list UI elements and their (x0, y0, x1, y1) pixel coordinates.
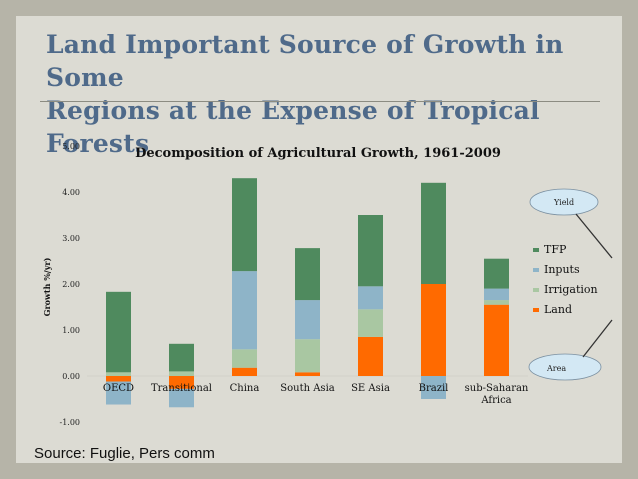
legend-swatch-tfp (533, 248, 539, 252)
bar-inputs-3 (295, 300, 320, 340)
y-tick-label: 0.00 (62, 372, 80, 381)
y-axis-label: Growth %/yr) (42, 257, 52, 316)
area-callout-label: Area (546, 364, 566, 373)
slide-title-line-2: Regions at the Expense of Tropical Fores… (46, 96, 540, 158)
bars (87, 178, 528, 408)
legend-label-inputs: Inputs (544, 263, 580, 276)
legend-swatch-irrigation (533, 288, 539, 292)
yield-callout-label: Yield (553, 198, 574, 207)
bar-inputs-4 (358, 286, 383, 310)
category-label: China (230, 383, 260, 394)
yield-callout-bubble (529, 188, 599, 216)
bar-irrigation-2 (232, 349, 257, 368)
category-label: OECD (103, 383, 134, 394)
category-label: South Asia (280, 383, 335, 394)
legend-swatch-inputs (533, 268, 539, 272)
legend-label-tfp: TFP (544, 243, 567, 256)
category-label: Africa (480, 395, 511, 406)
category-label: Brazil (419, 383, 449, 394)
bar-tfp-0 (106, 291, 131, 373)
chart-title: Decomposition of Agricultural Growth, 19… (135, 146, 501, 161)
bar-tfp-5 (421, 182, 446, 284)
category-label: Transitional (151, 383, 212, 394)
bar-tfp-1 (169, 343, 194, 372)
bar-irrigation-6 (484, 300, 509, 305)
legend: TFP Inputs Irrigation Land (533, 243, 598, 316)
y-tick-label: 1.00 (62, 326, 80, 335)
yield-callout: Yield (529, 188, 613, 259)
bar-inputs-6 (484, 288, 509, 301)
bar-tfp-2 (232, 178, 257, 272)
category-labels: OECD Transitional China South Asia SE Asia Br… (103, 383, 529, 406)
legend-swatch-land (533, 308, 539, 312)
source-note: Source: Fuglie, Pers comm (34, 445, 215, 462)
bar-land-1 (169, 376, 194, 389)
y-ticks: 5.00 4.00 3.00 2.00 1.00 0.00 -1.00 (59, 142, 80, 427)
bar-land-0 (106, 376, 131, 382)
bar-land-3 (295, 372, 320, 376)
bar-tfp-3 (295, 248, 320, 301)
area-callout-pointer (582, 319, 613, 358)
bar-land-6 (484, 304, 509, 376)
bar-tfp-4 (358, 215, 383, 287)
area-callout: Area (528, 319, 613, 381)
bar-land-5 (421, 284, 446, 376)
y-tick-label: 2.00 (62, 280, 80, 289)
bar-inputs-1 (169, 388, 194, 408)
category-label: sub-Saharan (465, 383, 529, 394)
bar-irrigation-4 (358, 309, 383, 337)
title-divider (40, 101, 600, 102)
bar-inputs-0 (106, 381, 131, 405)
slide-title-line-1: Land Important Source of Growth in Some (46, 30, 564, 92)
bar-inputs-5 (421, 376, 446, 399)
bar-irrigation-3 (295, 339, 320, 373)
y-tick-label: 5.00 (62, 142, 80, 151)
y-tick-label: -1.00 (59, 418, 80, 427)
legend-label-irrigation: Irrigation (544, 283, 598, 296)
yield-callout-pointer (575, 213, 613, 259)
bar-inputs-2 (232, 271, 257, 350)
bar-land-2 (232, 367, 257, 376)
legend-label-land: Land (544, 303, 572, 316)
bar-irrigation-0 (106, 372, 131, 376)
area-callout-bubble (528, 353, 602, 381)
y-tick-label: 3.00 (62, 234, 80, 243)
slide-title: Land Important Source of Growth in Some … (46, 28, 616, 160)
bar-tfp-6 (484, 258, 509, 289)
bar-land-4 (358, 336, 383, 376)
y-tick-label: 4.00 (62, 188, 80, 197)
bar-irrigation-1 (169, 371, 194, 376)
category-label: SE Asia (351, 383, 390, 394)
